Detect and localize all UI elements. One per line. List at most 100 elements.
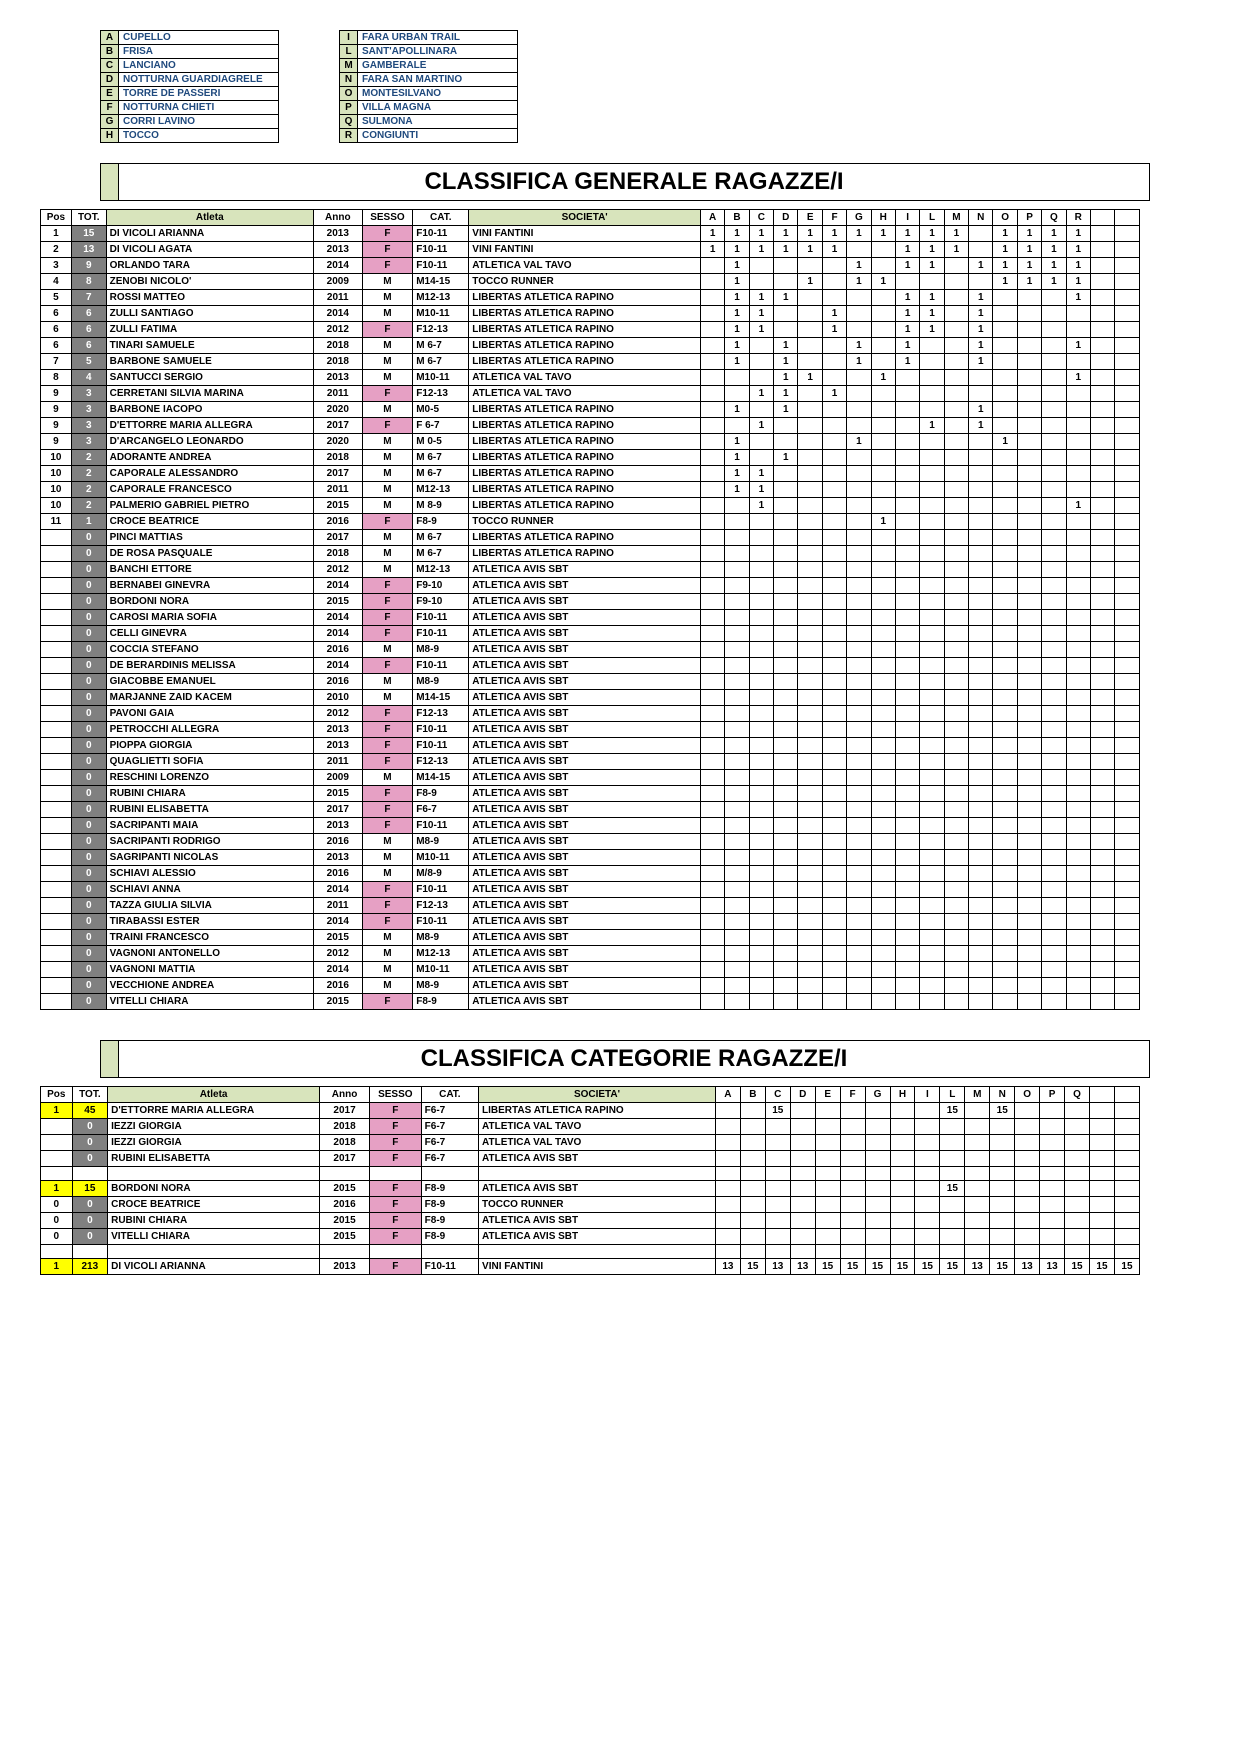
cell-tot: 0	[71, 946, 106, 962]
cell-cat: F10-11	[413, 226, 469, 242]
cell-score	[915, 1119, 940, 1135]
cell-tot: 0	[72, 1213, 108, 1229]
cell-score	[944, 882, 968, 898]
cell-score: 1	[774, 290, 798, 306]
table-row: 0 IEZZI GIORGIA 2018 F F6-7 ATLETICA VAL…	[41, 1135, 1140, 1151]
cell-score	[1042, 930, 1066, 946]
table-row: 0 TIRABASSI ESTER 2014 F F10-11 ATLETICA…	[41, 914, 1140, 930]
cell-score	[871, 834, 895, 850]
cell-score: 1	[725, 322, 749, 338]
table-row: 0 SACRIPANTI MAIA 2013 F F10-11 ATLETICA…	[41, 818, 1140, 834]
cell-score	[1114, 1135, 1139, 1151]
cell-anno: 2017	[313, 802, 362, 818]
cell-score	[993, 514, 1017, 530]
cell-pos: 6	[41, 338, 72, 354]
cell-score	[1015, 1135, 1040, 1151]
cell-score	[822, 338, 846, 354]
cell-score	[1090, 434, 1114, 450]
cell-score	[774, 834, 798, 850]
cell-score	[1090, 754, 1114, 770]
cell-soc: ATLETICA AVIS SBT	[469, 706, 701, 722]
cell-score	[700, 994, 724, 1010]
table-row: 0 BERNABEI GINEVRA 2014 F F9-10 ATLETICA…	[41, 578, 1140, 594]
cell-score	[798, 466, 822, 482]
cell-score	[920, 370, 944, 386]
cell-score	[725, 658, 749, 674]
cell-score	[1017, 546, 1041, 562]
cell-score: 1	[774, 370, 798, 386]
cell-cat: M 6-7	[413, 466, 469, 482]
cell-anno: 2014	[313, 626, 362, 642]
cell-score	[1042, 498, 1066, 514]
cell-cat: F6-7	[421, 1135, 478, 1151]
cell-score	[969, 658, 993, 674]
cell-pos	[41, 642, 72, 658]
cell-score	[1042, 914, 1066, 930]
cell-score	[871, 306, 895, 322]
cell-score	[944, 530, 968, 546]
cell-cat: F8-9	[421, 1213, 478, 1229]
cell-score	[1090, 1197, 1115, 1213]
cell-pos	[41, 866, 72, 882]
cell-score	[871, 930, 895, 946]
cell-score	[1042, 290, 1066, 306]
cell-score	[1115, 706, 1140, 722]
cell-score	[725, 930, 749, 946]
cell-score	[822, 290, 846, 306]
cell-score	[871, 594, 895, 610]
col-pos: Pos	[41, 210, 72, 226]
cell-score	[1042, 338, 1066, 354]
cell-name: SACRIPANTI RODRIGO	[106, 834, 313, 850]
col-letter: D	[774, 210, 798, 226]
cell-score: 1	[700, 242, 724, 258]
cell-score	[847, 722, 871, 738]
cell-score	[920, 386, 944, 402]
cell-score	[965, 1103, 990, 1119]
cell-score	[969, 370, 993, 386]
cell-score	[749, 978, 773, 994]
cell-score	[944, 418, 968, 434]
cell-score	[915, 1181, 940, 1197]
cell-pos: 10	[41, 482, 72, 498]
cell-score: 1	[847, 354, 871, 370]
cell-score: 13	[965, 1259, 990, 1275]
cell-score	[993, 562, 1017, 578]
cell-pos: 10	[41, 466, 72, 482]
cell-score	[920, 658, 944, 674]
cell-score	[765, 1229, 790, 1245]
cell-score	[1115, 370, 1140, 386]
cell-score	[969, 450, 993, 466]
table-row: 8 4 SANTUCCI SERGIO 2013 M M10-11 ATLETI…	[41, 370, 1140, 386]
cell-score	[749, 450, 773, 466]
cell-score	[993, 482, 1017, 498]
cell-pos	[41, 546, 72, 562]
cell-score	[920, 962, 944, 978]
cell-name: VITELLI CHIARA	[108, 1229, 320, 1245]
cell-tot: 0	[71, 882, 106, 898]
col-letter: N	[969, 210, 993, 226]
cell-score	[944, 786, 968, 802]
cell-score	[1042, 834, 1066, 850]
cell-score	[969, 690, 993, 706]
legend-code: P	[340, 101, 358, 115]
cell-score	[700, 674, 724, 690]
cell-score	[774, 674, 798, 690]
cell-pos: 0	[41, 1229, 73, 1245]
cell-score	[700, 626, 724, 642]
cell-pos	[41, 770, 72, 786]
cell-anno: 2017	[313, 530, 362, 546]
cell-score	[1040, 1197, 1065, 1213]
cell-tot: 0	[71, 978, 106, 994]
cell-score	[822, 866, 846, 882]
cell-score	[1090, 770, 1114, 786]
legend-code: G	[101, 115, 119, 129]
cell-score	[725, 690, 749, 706]
cell-score	[969, 482, 993, 498]
cell-score	[1090, 962, 1114, 978]
cell-score	[993, 882, 1017, 898]
col-letter: N	[990, 1087, 1015, 1103]
legend-label: FRISA	[119, 45, 279, 59]
cell-cat: M 6-7	[413, 530, 469, 546]
col-letter	[1090, 1087, 1115, 1103]
cell-cat: F10-11	[413, 258, 469, 274]
